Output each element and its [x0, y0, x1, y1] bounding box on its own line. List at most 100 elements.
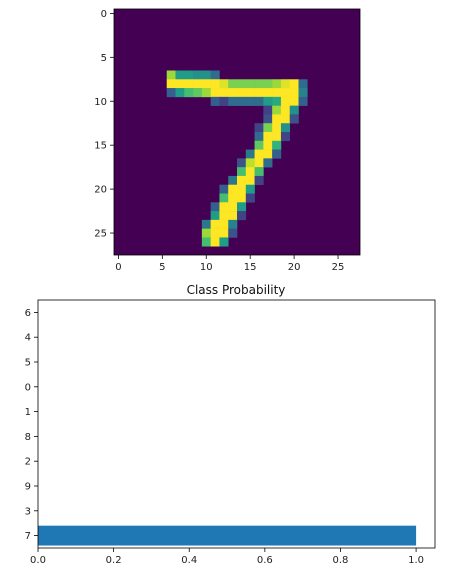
y-tick-label: 15 — [94, 141, 107, 152]
bar — [38, 525, 417, 546]
x-tick-label: 15 — [244, 262, 257, 273]
image-pixel — [201, 228, 211, 238]
image-pixel — [237, 175, 247, 186]
image-pixel — [263, 158, 273, 168]
image-pixel — [175, 79, 185, 89]
category-label: 8 — [25, 432, 31, 443]
x-tick-label: 0 — [115, 262, 121, 273]
image-pixel — [254, 140, 264, 150]
image-pixel — [254, 88, 264, 98]
image-pixel — [210, 219, 220, 229]
image-pixel — [289, 79, 299, 89]
image-y-ticks: 0 5 10 15 20 25 — [94, 9, 114, 240]
image-pixel — [210, 70, 220, 80]
image-pixel — [201, 70, 211, 80]
image-pixel — [184, 88, 194, 98]
image-pixel — [280, 132, 291, 142]
image-pixel — [289, 114, 299, 124]
image-pixel — [228, 88, 238, 98]
x-tick-label: 20 — [288, 262, 301, 273]
bar-x-ticks: 0.0 0.2 0.4 0.6 0.8 1.0 — [30, 548, 424, 566]
image-pixel — [272, 114, 282, 124]
image-pixel — [245, 149, 255, 159]
x-tick-label: 10 — [200, 262, 213, 273]
image-x-ticks: 0 5 10 15 20 25 — [115, 255, 344, 273]
image-pixel — [228, 193, 238, 203]
image-pixel — [219, 228, 229, 238]
image-axes-frame — [113, 8, 361, 256]
image-pixel — [263, 114, 273, 124]
image-pixel — [237, 167, 247, 177]
image-pixel — [272, 140, 282, 150]
category-label: 5 — [25, 358, 31, 369]
image-pixel — [263, 79, 273, 89]
image-pixels — [114, 9, 360, 255]
image-pixel — [228, 228, 238, 238]
image-pixel — [237, 211, 247, 221]
image-pixel — [219, 79, 229, 89]
x-tick-label: 25 — [332, 262, 345, 273]
image-pixel — [219, 237, 229, 247]
image-pixel — [237, 193, 247, 203]
image-pixel — [219, 202, 229, 212]
category-label: 0 — [25, 382, 31, 393]
image-pixel — [228, 184, 238, 194]
image-pixel — [263, 149, 273, 159]
category-label: 7 — [25, 531, 31, 542]
image-pixel — [175, 70, 185, 80]
image-pixel — [245, 79, 255, 89]
image-pixel — [254, 158, 264, 168]
image-pixel — [201, 88, 211, 98]
image-pixel — [237, 184, 247, 194]
category-label: 1 — [25, 407, 31, 418]
image-pixel — [263, 132, 273, 142]
y-tick-label: 5 — [101, 53, 107, 64]
image-pixel — [210, 88, 220, 98]
image-pixel — [210, 202, 220, 212]
image-pixel — [263, 140, 273, 150]
x-tick-label: 0.0 — [30, 555, 46, 566]
y-tick-label: 25 — [94, 229, 107, 240]
image-pixel — [272, 79, 282, 89]
image-pixel — [166, 79, 176, 89]
image-pixel — [193, 70, 203, 80]
image-pixel — [237, 158, 247, 168]
image-pixel — [228, 79, 238, 89]
image-pixel — [237, 202, 247, 212]
x-tick-label: 0.4 — [181, 555, 197, 566]
image-pixel — [201, 79, 211, 89]
image-pixel — [166, 70, 176, 80]
image-pixel — [280, 114, 291, 124]
image-pixel — [263, 105, 273, 115]
y-tick-label: 20 — [94, 185, 107, 196]
image-pixel — [237, 96, 247, 106]
image-pixel — [166, 88, 176, 98]
image-pixel — [228, 175, 238, 186]
image-pixel — [219, 219, 229, 229]
image-pixel — [210, 79, 220, 89]
y-tick-label: 10 — [94, 97, 107, 108]
image-pixel — [280, 88, 291, 98]
image-pixel — [175, 88, 185, 98]
image-pixel — [201, 219, 211, 229]
image-pixel — [254, 175, 264, 186]
image-pixel — [298, 96, 308, 106]
image-pixel — [272, 88, 282, 98]
bar-axes-frame — [37, 299, 436, 549]
image-pixel — [228, 219, 238, 229]
bar-y-ticks: 7 3 9 2 8 1 0 5 4 6 — [25, 308, 38, 542]
image-pixel — [298, 79, 308, 89]
image-pixel — [210, 96, 220, 106]
image-pixel — [245, 96, 255, 106]
image-pixel — [219, 96, 229, 106]
image-pixel — [201, 237, 211, 247]
image-pixel — [272, 96, 282, 106]
image-pixel — [263, 96, 273, 106]
category-label: 3 — [25, 506, 31, 517]
image-pixel — [184, 70, 194, 80]
image-pixel — [245, 184, 255, 194]
image-pixel — [219, 211, 229, 221]
image-pixel — [254, 132, 264, 142]
image-pixel — [254, 123, 264, 133]
